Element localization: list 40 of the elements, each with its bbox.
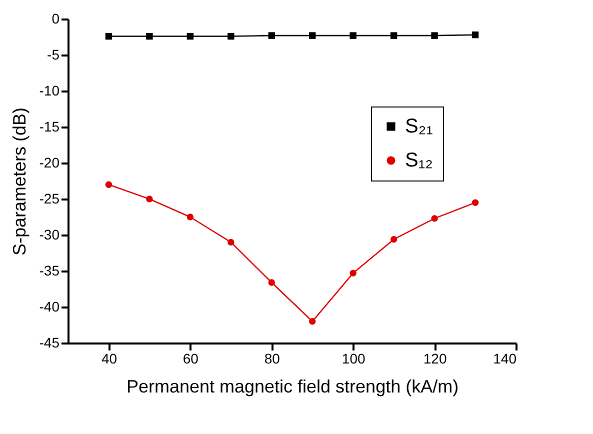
point — [268, 32, 275, 39]
point — [309, 318, 316, 325]
x-axis-title: Permanent magnetic field strength (kA/m) — [126, 376, 459, 396]
legend-label: S₁₂ — [405, 149, 433, 172]
x-tick-label: 40 — [101, 350, 118, 366]
point — [431, 32, 438, 39]
point — [186, 32, 194, 40]
point — [390, 32, 398, 39]
y-tick-label: -25 — [39, 190, 60, 206]
legend-label: S₂₁ — [405, 115, 434, 138]
y-tick-label: -30 — [39, 226, 60, 242]
point — [390, 236, 398, 243]
point — [186, 214, 194, 220]
y-tick-label: -10 — [39, 82, 60, 98]
x-tick-label: 100 — [342, 350, 366, 366]
point — [309, 32, 316, 39]
point — [146, 32, 153, 40]
y-tick-label: -5 — [47, 46, 60, 62]
point — [472, 31, 479, 38]
y-tick-label: -15 — [39, 118, 60, 134]
y-axis-title: S-parameters (dB) — [9, 107, 30, 256]
x-tick-label: 60 — [182, 350, 199, 366]
y-tick-label: -40 — [39, 298, 60, 314]
point — [105, 181, 112, 188]
point — [146, 196, 153, 202]
y-tick-label: -35 — [39, 262, 60, 278]
y-tick-label: -45 — [39, 334, 60, 350]
x-tick-label: 80 — [264, 350, 280, 366]
x-tick-label: 140 — [493, 350, 517, 366]
point — [228, 238, 234, 246]
point — [350, 270, 356, 277]
point — [431, 215, 438, 222]
point — [268, 279, 275, 286]
x-tick-label: 120 — [423, 350, 447, 366]
y-tick-label: 0 — [52, 10, 60, 26]
y-tick-label: -20 — [39, 154, 60, 170]
point — [105, 32, 112, 40]
point — [472, 199, 479, 206]
point — [350, 32, 356, 39]
point — [228, 32, 234, 40]
